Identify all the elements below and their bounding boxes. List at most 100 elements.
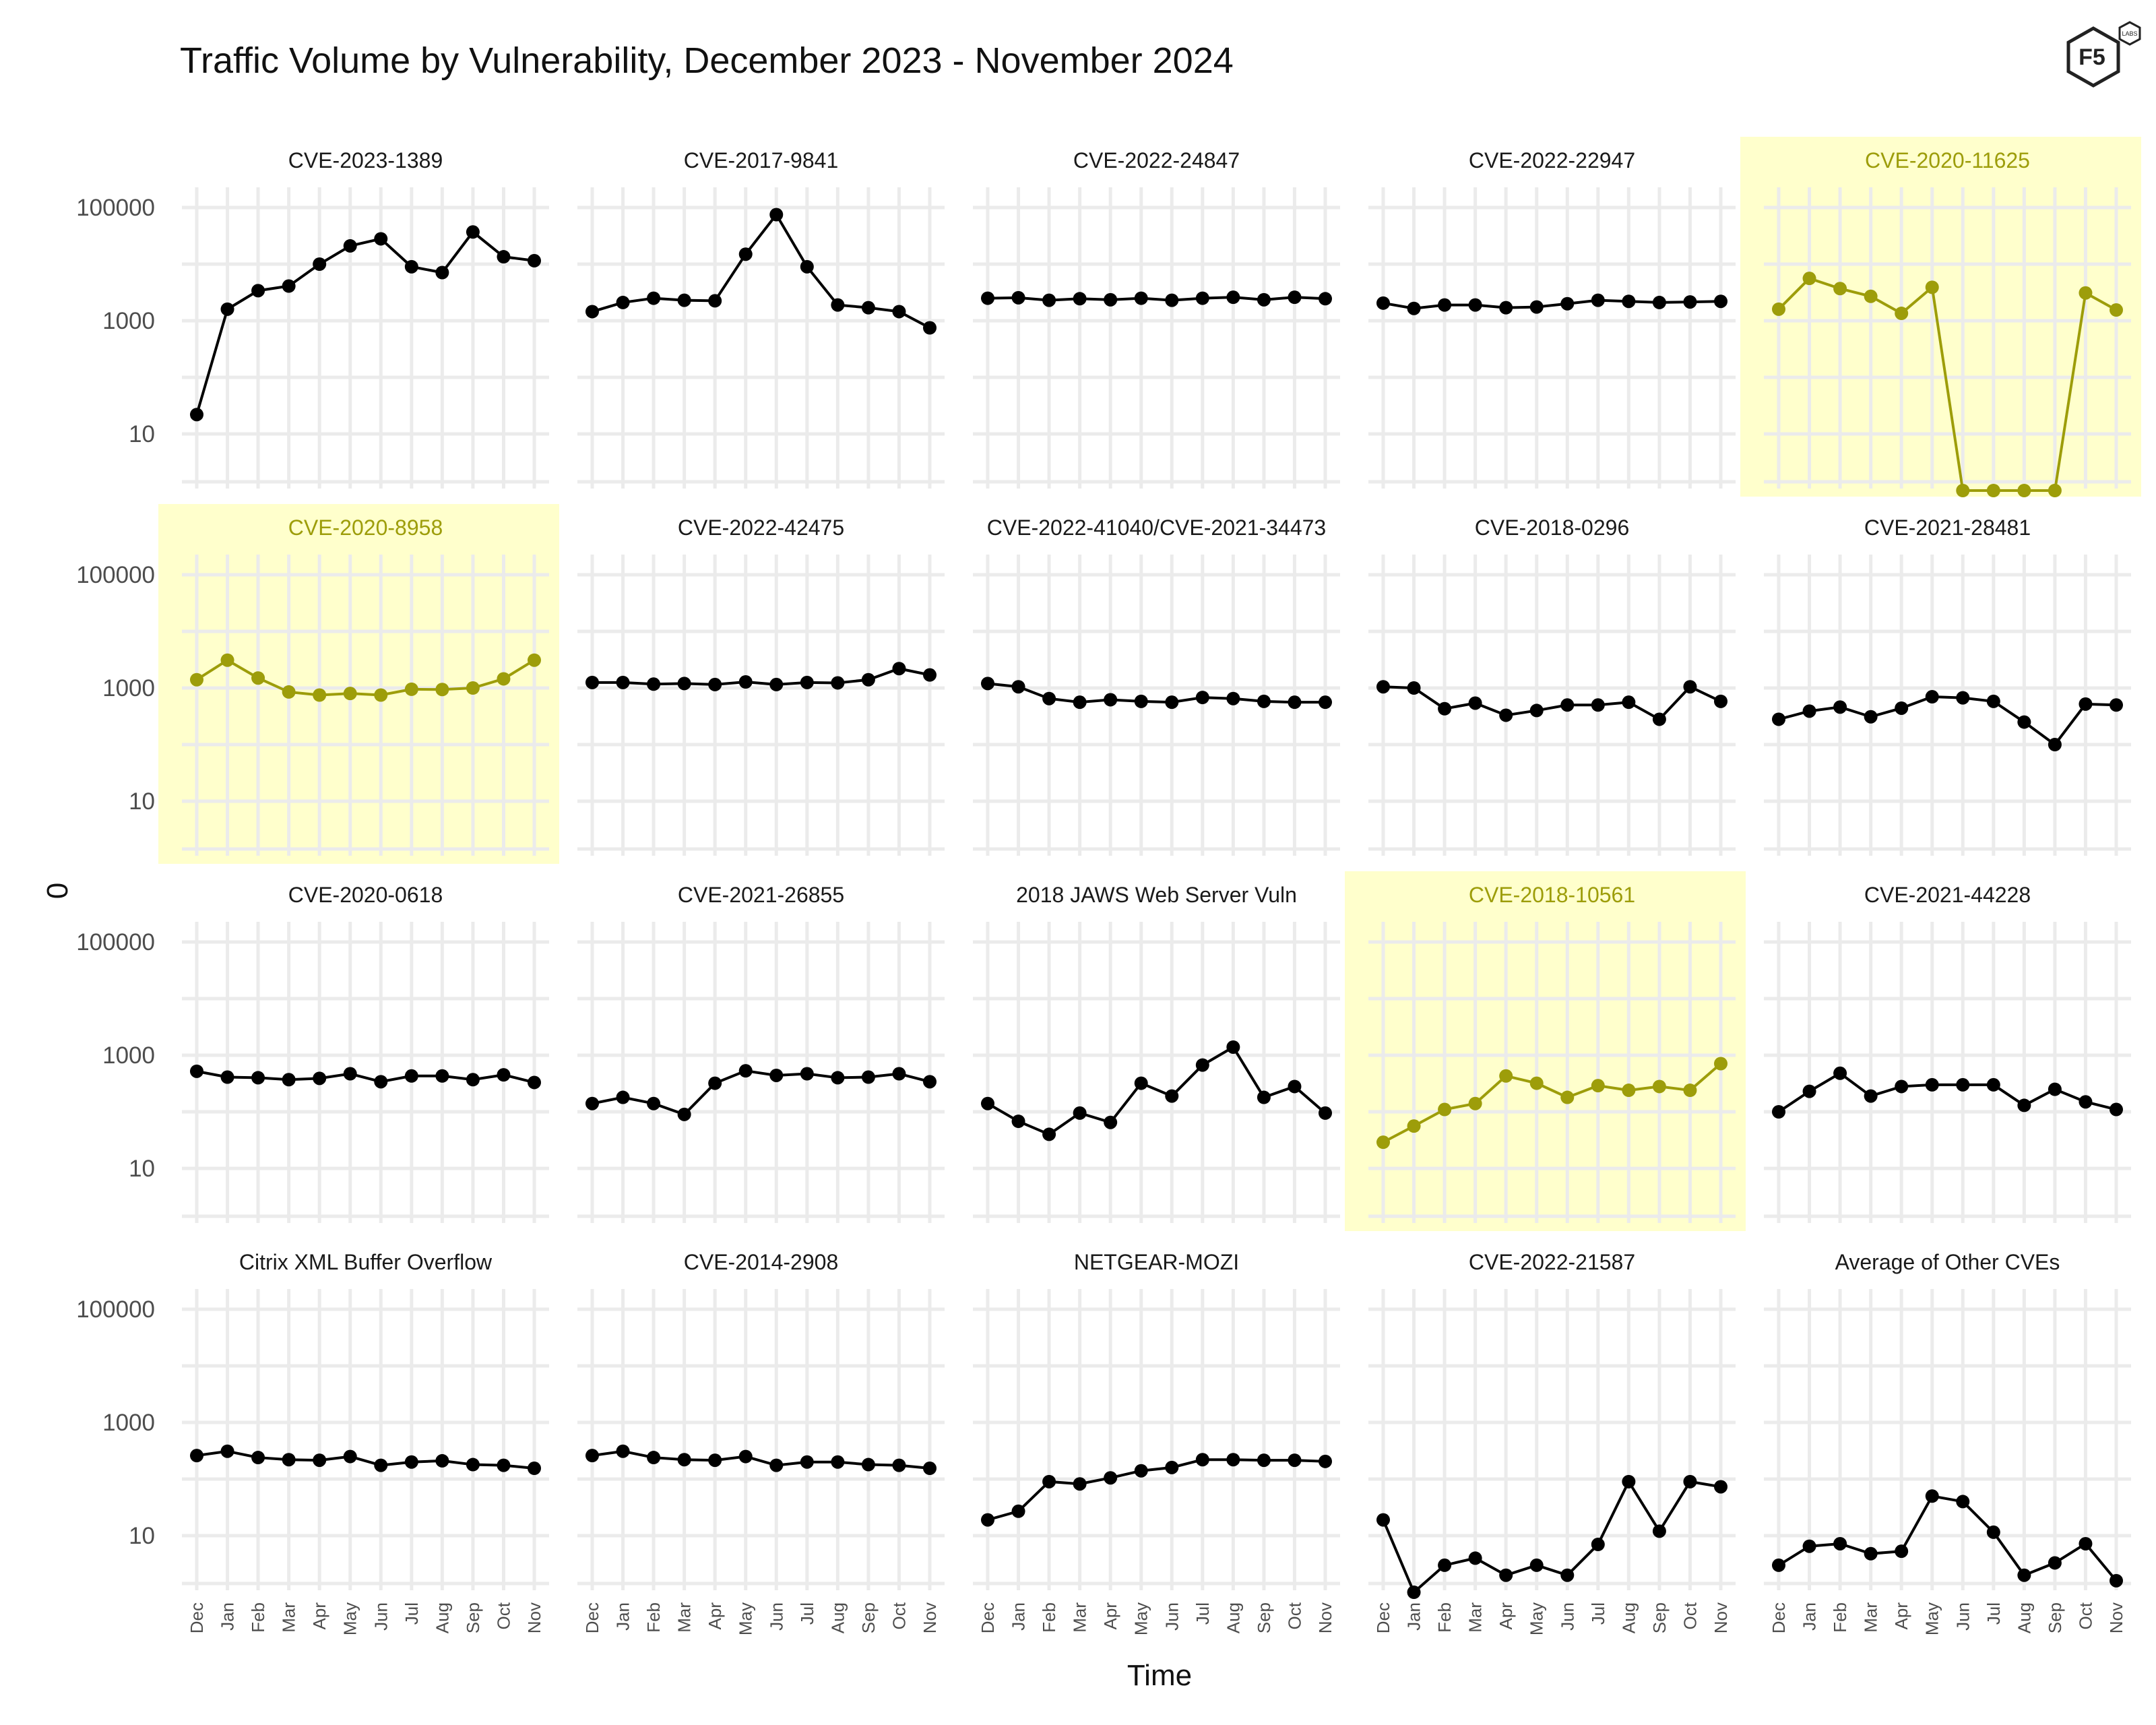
panel-title: Average of Other CVEs <box>1835 1250 2060 1274</box>
data-point <box>1652 295 1666 309</box>
x-tick-label: Sep <box>858 1602 879 1633</box>
data-point <box>466 225 480 239</box>
data-point <box>528 1462 541 1476</box>
data-point <box>1986 1077 2000 1092</box>
data-point <box>343 239 357 253</box>
data-point <box>1226 1453 1240 1467</box>
panel-title: CVE-2022-42475 <box>678 515 844 540</box>
data-point <box>1529 703 1544 718</box>
y-tick-label: 100000 <box>76 1296 155 1323</box>
data-point <box>1499 301 1513 315</box>
data-point <box>1499 1568 1513 1582</box>
x-tick-label: Aug <box>1223 1602 1243 1633</box>
y-axis-label: 0 <box>41 883 74 899</box>
data-point <box>343 1449 357 1464</box>
data-point <box>1165 293 1179 307</box>
data-point <box>585 305 599 319</box>
panel-title: CVE-2022-21587 <box>1469 1250 1635 1274</box>
data-point <box>466 1073 480 1087</box>
data-point <box>1438 1102 1452 1117</box>
data-point <box>1407 1119 1421 1133</box>
data-point <box>1011 290 1025 305</box>
panel: CVE-2017-9841 <box>577 148 945 489</box>
panel-title: CVE-2022-24847 <box>1073 148 1240 172</box>
data-point <box>1257 694 1271 708</box>
data-point <box>1683 295 1697 309</box>
data-point <box>251 284 265 298</box>
data-point <box>1073 292 1087 306</box>
data-point <box>1134 694 1148 708</box>
x-tick-label: Dec <box>582 1602 602 1633</box>
data-point <box>1165 1460 1179 1474</box>
data-point <box>923 668 937 682</box>
data-point <box>647 1096 661 1110</box>
data-point <box>1833 282 1847 296</box>
x-tick-label: Nov <box>524 1602 544 1633</box>
data-point <box>1925 690 1939 704</box>
data-point <box>2017 484 2031 497</box>
data-point <box>1833 1066 1847 1080</box>
logo-hexagon-icon <box>2066 26 2120 88</box>
x-tick-label: Mar <box>1070 1602 1090 1633</box>
data-point <box>374 1458 388 1472</box>
x-tick-label: Jul <box>402 1602 422 1625</box>
data-point <box>1165 1089 1179 1103</box>
x-tick-label: Mar <box>674 1602 695 1633</box>
data-point <box>1622 695 1636 710</box>
data-point <box>435 1069 449 1083</box>
data-point <box>923 321 937 335</box>
data-point <box>647 1451 661 1465</box>
data-point <box>1195 1453 1209 1467</box>
data-point <box>528 1075 541 1090</box>
data-point <box>981 291 994 305</box>
data-point <box>2110 303 2123 317</box>
data-point <box>1529 300 1544 314</box>
panel-grid <box>577 1289 945 1590</box>
series-line <box>196 1069 535 1084</box>
data-point <box>800 259 814 274</box>
data-point <box>981 1513 994 1527</box>
data-point <box>1407 681 1421 695</box>
panel-grid <box>182 1289 549 1590</box>
data-point <box>861 1457 875 1472</box>
panel-grid <box>182 187 549 489</box>
panel-highlight-background <box>1740 137 2141 497</box>
data-point <box>1104 1471 1118 1485</box>
data-point <box>220 1070 234 1084</box>
panel: CVE-2022-24847 <box>973 148 1340 489</box>
y-tick-label: 10 <box>129 1156 155 1182</box>
series-line <box>987 1458 1326 1522</box>
panel-title: CVE-2020-0618 <box>288 883 443 907</box>
x-tick-label: Jun <box>1162 1602 1182 1631</box>
data-point <box>282 1453 296 1467</box>
y-tick-label: 1000 <box>102 675 155 701</box>
x-tick-label: May <box>1527 1602 1547 1635</box>
data-point <box>1195 691 1209 705</box>
data-point <box>1011 1504 1025 1518</box>
data-point <box>1468 696 1482 710</box>
data-point <box>313 257 327 271</box>
series-line <box>592 667 930 686</box>
panel: CVE-2022-21587 Dec Jan Feb Mar Apr May Jun Jul Au… <box>1368 1250 1736 1635</box>
data-point <box>861 672 875 687</box>
data-point <box>1499 1069 1513 1083</box>
logo-subtext: LABS <box>2122 30 2137 37</box>
data-point <box>708 677 722 691</box>
x-tick-label: Jan <box>1009 1602 1029 1631</box>
data-point <box>1560 698 1575 712</box>
data-point <box>800 1455 814 1469</box>
x-tick-label: Mar <box>1465 1602 1486 1633</box>
series-line <box>1778 695 2117 747</box>
x-tick-label: Oct <box>1284 1602 1304 1629</box>
panel-grid <box>1368 922 1736 1223</box>
data-point <box>1560 1090 1575 1104</box>
data-point <box>1165 695 1179 710</box>
data-point <box>1622 1084 1636 1098</box>
data-point <box>923 1462 937 1476</box>
data-point <box>1257 292 1271 307</box>
x-tick-label: Oct <box>1680 1602 1700 1629</box>
x-tick-label: Nov <box>2106 1602 2126 1633</box>
panel-title: CVE-2020-8958 <box>288 515 443 540</box>
panel: CVE-2020-0618 10 1000 100000 <box>76 883 549 1223</box>
